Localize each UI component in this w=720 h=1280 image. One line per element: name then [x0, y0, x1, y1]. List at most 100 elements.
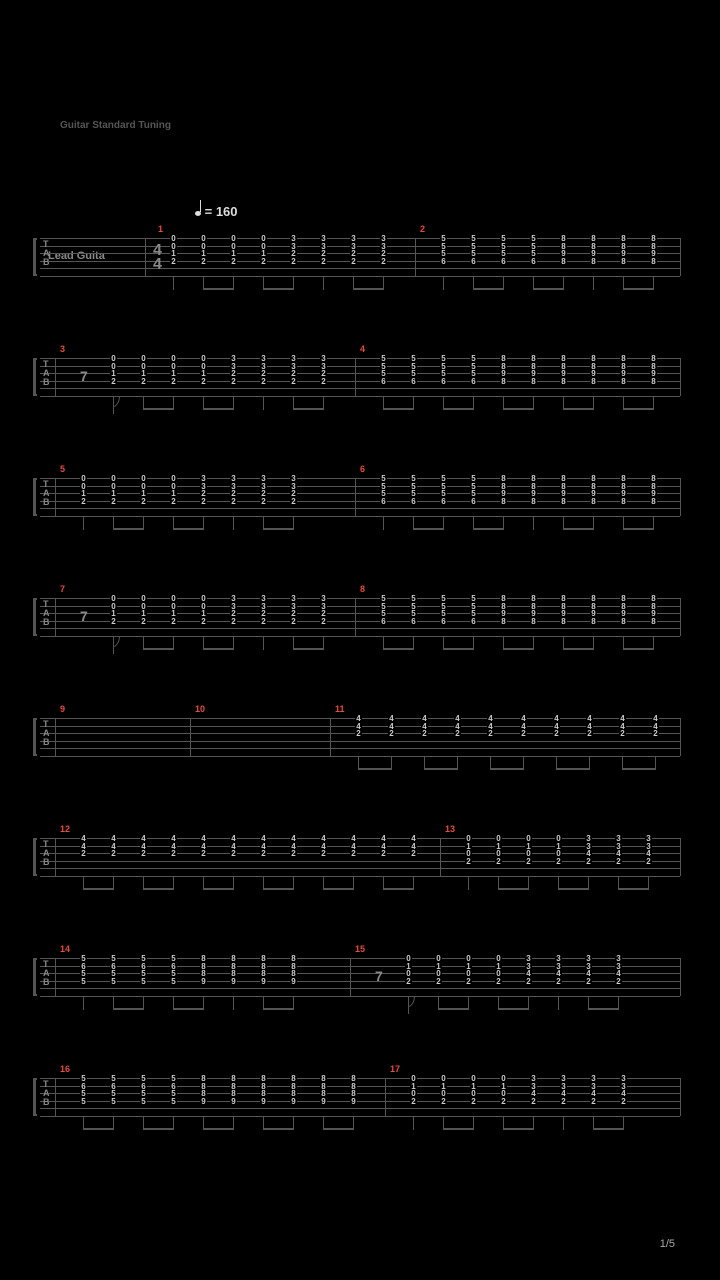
- tuning-header: Guitar Standard Tuning: [60, 120, 171, 131]
- fret-number: 2: [140, 378, 147, 386]
- beam: [113, 528, 143, 530]
- chord-column: 0012: [170, 235, 177, 265]
- chord-column: 5556: [410, 475, 417, 505]
- note-stem: [83, 996, 84, 1010]
- fret-number: 2: [435, 978, 442, 986]
- chord-column: 0102: [525, 835, 532, 865]
- chord-column: 0012: [140, 355, 147, 385]
- staff-line: [40, 396, 680, 397]
- fret-number: 5: [110, 1098, 117, 1106]
- fret-number: 2: [260, 258, 267, 266]
- note-stem: [323, 276, 324, 290]
- staff-line: [40, 238, 680, 239]
- tab-clef: TAB: [43, 960, 50, 987]
- chord-column: 0012: [140, 475, 147, 505]
- fret-number: 2: [421, 730, 428, 738]
- fret-number: 6: [380, 378, 387, 386]
- fret-number: 8: [650, 378, 657, 386]
- staff-line: [40, 501, 680, 502]
- fret-number: 2: [230, 498, 237, 506]
- fret-number: 9: [260, 978, 267, 986]
- beam: [173, 1008, 203, 1010]
- beam: [263, 288, 293, 290]
- chord-column: 3322: [290, 595, 297, 625]
- tempo-label: = 160: [195, 200, 238, 219]
- fret-number: 9: [230, 1098, 237, 1106]
- fret-number: 2: [586, 730, 593, 738]
- fret-number: 9: [350, 1098, 357, 1106]
- note-stem: [83, 516, 84, 530]
- fret-number: 8: [530, 378, 537, 386]
- chord-column: 442: [350, 835, 357, 858]
- fret-number: 2: [487, 730, 494, 738]
- chord-column: 3322: [290, 475, 297, 505]
- fret-number: 6: [500, 258, 507, 266]
- chord-column: 8898: [500, 595, 507, 625]
- beam: [293, 648, 323, 650]
- system-bracket: [33, 598, 37, 636]
- fret-number: 2: [200, 258, 207, 266]
- fret-number: 2: [380, 258, 387, 266]
- fret-number: 8: [560, 258, 567, 266]
- fret-number: 2: [200, 378, 207, 386]
- beam: [556, 768, 589, 770]
- barline: [680, 238, 681, 276]
- chord-column: 0012: [140, 595, 147, 625]
- chord-column: 8898: [650, 595, 657, 625]
- chord-column: 3322: [380, 235, 387, 265]
- measure-number: 11: [335, 704, 345, 714]
- measure-number: 12: [60, 824, 70, 834]
- note-stem: [113, 1116, 114, 1130]
- chord-column: 442: [410, 835, 417, 858]
- fret-number: 8: [650, 258, 657, 266]
- note-stem: [457, 756, 458, 770]
- note-stem: [413, 876, 414, 890]
- note-stem: [233, 636, 234, 650]
- staff-line: [40, 381, 680, 382]
- tab-clef: TAB: [43, 240, 50, 267]
- note-stem: [593, 636, 594, 650]
- beam: [263, 1008, 293, 1010]
- note-stem: [528, 996, 529, 1010]
- tempo-value: = 160: [205, 204, 238, 219]
- chord-column: 5556: [440, 235, 447, 265]
- measure-number: 8: [360, 584, 365, 594]
- note-stem: [263, 636, 264, 650]
- chord-column: 442: [388, 715, 395, 738]
- fret-number: 9: [260, 1098, 267, 1106]
- beam: [173, 528, 203, 530]
- chord-column: 8898: [560, 235, 567, 265]
- note-stem: [113, 636, 114, 650]
- note-stem: [653, 276, 654, 290]
- note-stem: [203, 996, 204, 1010]
- beam: [203, 408, 233, 410]
- chord-column: 3322: [290, 355, 297, 385]
- note-stem: [353, 1116, 354, 1130]
- staff-line: [40, 966, 680, 967]
- note-stem: [383, 516, 384, 530]
- fret-number: 8: [560, 618, 567, 626]
- note-stem: [233, 396, 234, 410]
- fret-number: 2: [320, 850, 327, 858]
- beam: [323, 1128, 353, 1130]
- note-stem: [533, 1116, 534, 1130]
- beam: [588, 1008, 618, 1010]
- staff-line: [40, 838, 680, 839]
- barline: [680, 958, 681, 996]
- fret-number: 5: [80, 1098, 87, 1106]
- fret-number: 2: [200, 498, 207, 506]
- beam: [618, 888, 648, 890]
- note-stem: [233, 876, 234, 890]
- chord-column: 8898: [590, 355, 597, 385]
- fret-number: 8: [590, 258, 597, 266]
- chord-column: 8889: [260, 955, 267, 985]
- chord-column: 3342: [560, 1075, 567, 1105]
- fret-number: 9: [200, 1098, 207, 1106]
- fret-number: 2: [520, 730, 527, 738]
- fret-number: 8: [620, 618, 627, 626]
- note-stem: [653, 396, 654, 410]
- chord-column: 0012: [110, 595, 117, 625]
- beam: [143, 408, 173, 410]
- chord-column: 8889: [320, 1075, 327, 1105]
- fret-number: 2: [465, 858, 472, 866]
